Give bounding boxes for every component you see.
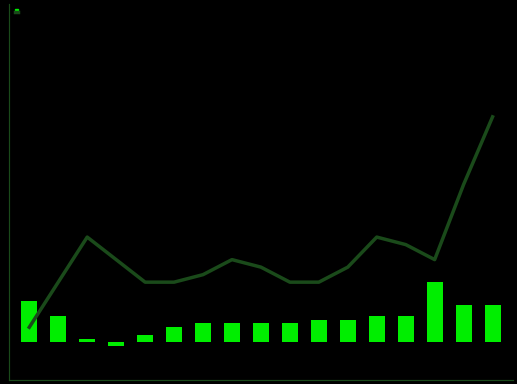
Legend: , : ,	[15, 8, 19, 13]
Bar	[253, 323, 269, 342]
Bar	[224, 323, 240, 342]
Bar	[340, 320, 356, 342]
Bar	[195, 323, 211, 342]
Bar	[369, 316, 385, 342]
Bar	[137, 335, 153, 342]
Bar	[50, 316, 66, 342]
Bar	[398, 316, 414, 342]
Bar	[108, 342, 124, 346]
Bar	[311, 320, 327, 342]
Bar	[21, 301, 37, 342]
Bar	[166, 327, 182, 342]
Bar	[484, 305, 500, 342]
Bar	[79, 339, 95, 342]
Bar	[427, 282, 443, 342]
Bar	[455, 305, 472, 342]
Bar	[282, 323, 298, 342]
